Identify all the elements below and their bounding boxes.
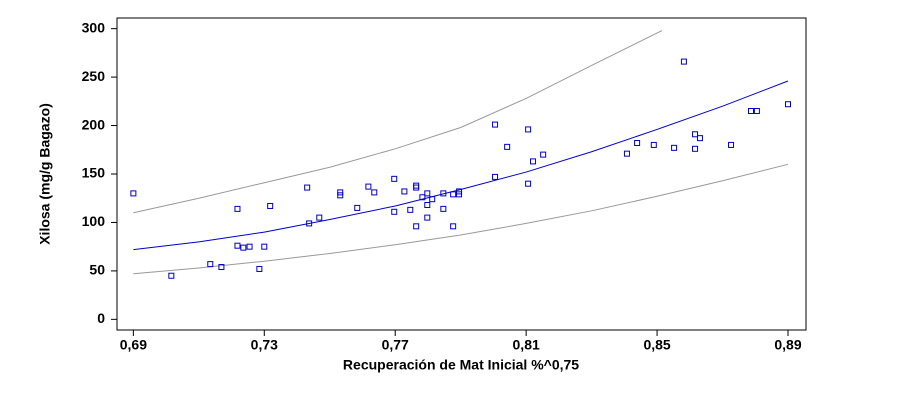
point <box>337 192 344 199</box>
x-tick-label: 0,85 <box>643 337 670 353</box>
point <box>424 214 431 221</box>
point <box>304 184 311 191</box>
point <box>692 145 699 152</box>
point <box>650 141 657 148</box>
x-tick-label: 0,69 <box>120 337 147 353</box>
x-tick-label: 0,73 <box>251 337 278 353</box>
lower-band <box>133 163 789 275</box>
point <box>492 121 499 128</box>
y-tick-label: 150 <box>82 165 106 181</box>
point <box>424 202 431 209</box>
point <box>234 242 241 249</box>
point <box>168 272 175 279</box>
y-tick-label: 50 <box>89 262 105 278</box>
point <box>456 191 463 198</box>
point <box>530 158 537 165</box>
x-axis-title: Recuperación de Mat Inicial %^0,75 <box>343 357 579 373</box>
point <box>671 144 678 151</box>
point <box>748 108 755 115</box>
point <box>218 264 225 271</box>
point <box>413 223 420 230</box>
point <box>256 265 263 272</box>
point <box>680 58 687 65</box>
y-tick-label: 200 <box>82 116 106 132</box>
plot-frame <box>116 17 807 331</box>
y-axis-title: Xilosa (mg/g Bagazo) <box>37 103 53 245</box>
point <box>413 182 420 189</box>
point <box>525 126 532 133</box>
x-tick-label: 0,89 <box>774 337 801 353</box>
x-tick-label: 0,81 <box>513 337 540 353</box>
point <box>234 205 241 212</box>
point <box>316 214 323 221</box>
point <box>267 202 274 209</box>
point <box>306 220 313 227</box>
point <box>130 190 137 197</box>
point <box>504 143 511 150</box>
y-tick-label: 100 <box>82 213 106 229</box>
point <box>365 183 372 190</box>
point <box>525 180 532 187</box>
point <box>424 190 431 197</box>
fit-line <box>133 80 789 251</box>
point <box>371 189 378 196</box>
point <box>240 244 247 251</box>
point <box>623 150 630 157</box>
y-tick-label: 300 <box>82 19 106 35</box>
x-tick-label: 0,77 <box>382 337 409 353</box>
point <box>246 243 253 250</box>
point <box>784 101 791 108</box>
point <box>207 261 214 268</box>
point <box>692 131 699 138</box>
point <box>728 141 735 148</box>
point <box>450 191 457 198</box>
point <box>261 243 268 250</box>
point <box>401 188 408 195</box>
point <box>753 108 760 115</box>
point <box>429 196 436 203</box>
point <box>440 190 447 197</box>
point <box>391 208 398 215</box>
point <box>391 175 398 182</box>
point <box>634 139 641 146</box>
point <box>540 151 547 158</box>
point <box>354 204 361 211</box>
point <box>419 194 426 201</box>
point <box>492 173 499 180</box>
point <box>440 205 447 212</box>
y-tick-label: 0 <box>97 310 105 326</box>
upper-band <box>133 30 663 214</box>
point <box>696 135 703 142</box>
point <box>413 184 420 191</box>
y-tick-label: 250 <box>82 68 106 84</box>
point <box>450 223 457 230</box>
point <box>407 206 414 213</box>
